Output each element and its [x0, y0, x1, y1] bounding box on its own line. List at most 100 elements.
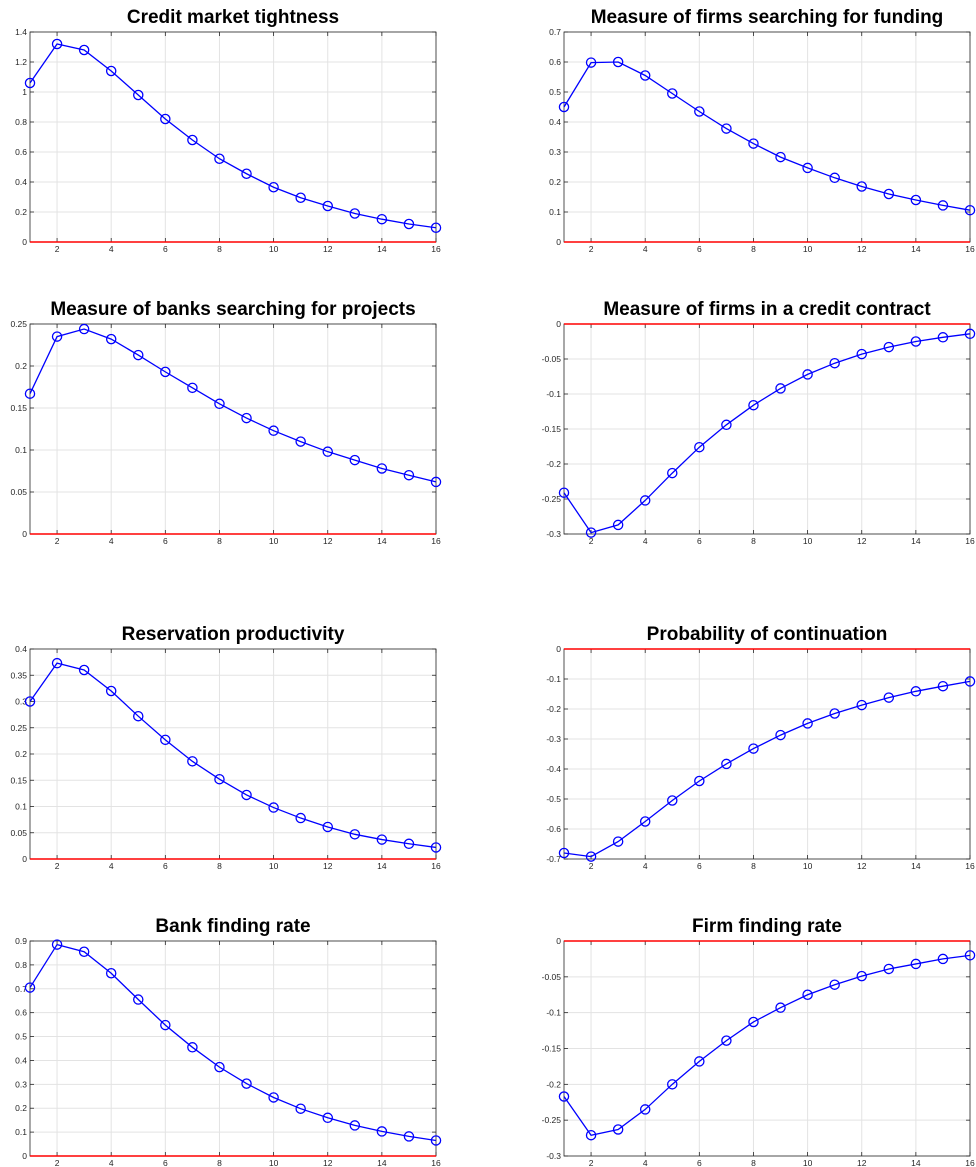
- data-point-marker: [612, 519, 624, 531]
- y-tick-label: -0.15: [542, 424, 562, 434]
- data-point-marker: [964, 950, 976, 961]
- series-line: [563, 61, 971, 211]
- data-point-marker: [133, 994, 144, 1005]
- data-point-marker: [105, 65, 117, 77]
- x-tick-label: 2: [55, 244, 60, 254]
- y-tick-label: -0.1: [546, 674, 561, 684]
- x-tick-label: 12: [323, 1158, 333, 1167]
- data-point-marker: [241, 1078, 252, 1089]
- y-tick-label: -0.5: [546, 794, 561, 804]
- data-point-marker: [322, 446, 333, 457]
- data-point-marker: [910, 686, 922, 697]
- y-tick-label: -0.3: [546, 1151, 561, 1161]
- x-tick-label: 16: [965, 244, 975, 254]
- data-point-marker: [24, 982, 36, 993]
- data-point-marker: [856, 970, 867, 982]
- data-point-marker: [775, 151, 786, 163]
- x-tick-label: 6: [163, 861, 168, 871]
- y-tick-label: 0.5: [549, 87, 561, 97]
- x-tick-label: 10: [803, 244, 813, 254]
- x-tick-label: 6: [697, 536, 702, 546]
- y-tick-label: 0.6: [15, 1008, 27, 1018]
- data-point-marker: [376, 213, 388, 225]
- y-tick-label: -0.3: [546, 529, 561, 539]
- data-point-marker: [187, 382, 198, 394]
- x-tick-label: 6: [163, 1158, 168, 1167]
- data-point-marker: [721, 123, 732, 134]
- x-tick-label: 16: [965, 1158, 975, 1167]
- data-point-marker: [883, 341, 895, 353]
- x-tick-label: 8: [217, 536, 222, 546]
- data-point-marker: [430, 842, 442, 853]
- series-line: [29, 43, 437, 229]
- data-point-marker: [748, 138, 759, 149]
- y-tick-label: -0.1: [546, 389, 561, 399]
- y-tick-label: -0.2: [546, 1079, 561, 1089]
- x-tick-label: 12: [323, 861, 333, 871]
- chart-title: Probability of continuation: [647, 624, 888, 645]
- x-tick-label: 2: [55, 861, 60, 871]
- chart-title: Measure of banks searching for projects: [50, 299, 415, 320]
- x-tick-label: 8: [751, 244, 756, 254]
- x-tick-label: 2: [589, 1158, 594, 1167]
- chart-title: Firm finding rate: [692, 916, 842, 937]
- data-point-marker: [748, 399, 759, 411]
- x-tick-label: 12: [857, 1158, 867, 1167]
- data-point-marker: [187, 1042, 198, 1053]
- chart-panel-5: 2 4 6 8 10 12 14 16 0 0.05 0.1 0.15 0.2 0.25 0.3 0.35 0.…: [10, 624, 442, 871]
- data-point-marker: [24, 388, 36, 399]
- series-line: [563, 680, 971, 858]
- y-tick-label: 0.3: [15, 697, 27, 707]
- data-point-marker: [403, 469, 415, 481]
- x-tick-label: 4: [643, 1158, 648, 1167]
- data-point-marker: [51, 331, 63, 342]
- y-tick-label: 0.05: [10, 487, 27, 497]
- x-tick-label: 8: [217, 1158, 222, 1167]
- data-point-marker: [78, 323, 90, 335]
- y-tick-label: 0.2: [549, 177, 561, 187]
- x-tick-label: 6: [697, 1158, 702, 1167]
- y-tick-label: 0.1: [15, 445, 27, 455]
- data-point-marker: [802, 989, 813, 1001]
- y-tick-label: 0.2: [15, 749, 27, 759]
- y-tick-label: 0.8: [15, 960, 27, 970]
- data-point-marker: [802, 162, 813, 174]
- y-tick-label: 0.05: [10, 828, 27, 838]
- data-point-marker: [268, 802, 279, 813]
- data-point-marker: [585, 851, 597, 862]
- data-point-marker: [349, 829, 361, 840]
- y-tick-label: 0.25: [10, 319, 27, 329]
- y-tick-label: 0.3: [549, 147, 561, 157]
- data-point-marker: [241, 168, 252, 179]
- y-tick-label: -0.4: [546, 764, 561, 774]
- data-point-marker: [937, 200, 949, 211]
- data-point-marker: [51, 657, 63, 669]
- x-tick-label: 10: [269, 861, 279, 871]
- series-line: [29, 943, 437, 1142]
- data-point-marker: [667, 467, 678, 479]
- x-tick-label: 12: [857, 861, 867, 871]
- data-point-marker: [856, 699, 867, 711]
- data-point-marker: [133, 89, 144, 101]
- x-tick-label: 8: [751, 861, 756, 871]
- y-tick-label: 0.2: [15, 361, 27, 371]
- plot-area: [30, 32, 436, 242]
- data-point-marker: [585, 527, 597, 538]
- data-point-marker: [802, 369, 813, 380]
- data-point-marker: [160, 1019, 171, 1031]
- data-point-marker: [133, 349, 144, 361]
- x-tick-label: 6: [163, 536, 168, 546]
- data-point-marker: [829, 172, 840, 184]
- x-tick-label: 14: [911, 536, 921, 546]
- data-point-marker: [612, 1124, 624, 1135]
- data-point-marker: [964, 328, 976, 340]
- data-point-marker: [883, 963, 895, 975]
- x-tick-label: 2: [55, 1158, 60, 1167]
- x-tick-label: 16: [431, 244, 441, 254]
- y-tick-label: 0.2: [15, 207, 27, 217]
- y-tick-label: 0.15: [10, 775, 27, 785]
- x-tick-label: 14: [377, 861, 387, 871]
- data-point-marker: [295, 812, 306, 824]
- y-tick-label: 0.25: [10, 723, 27, 733]
